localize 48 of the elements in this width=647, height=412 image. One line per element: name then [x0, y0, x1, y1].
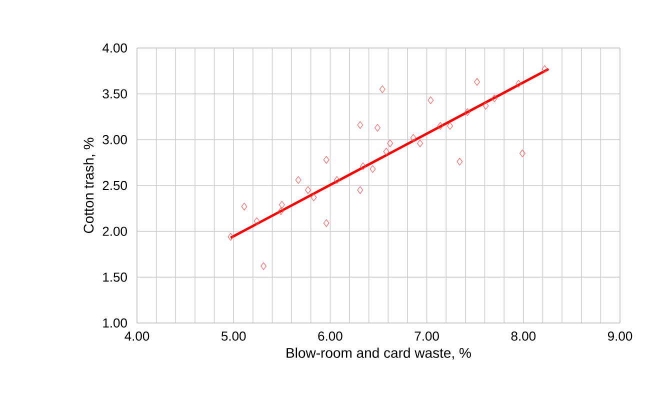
point — [474, 78, 480, 86]
point — [374, 124, 380, 132]
x-tick-label: 5.00 — [221, 332, 246, 341]
point — [491, 94, 498, 102]
point — [228, 233, 234, 241]
point — [387, 140, 394, 148]
point — [323, 219, 330, 227]
point — [379, 85, 386, 94]
y-tick-label: 3.00 — [102, 135, 127, 144]
y-tick-label: 4.00 — [102, 43, 127, 53]
point — [383, 148, 390, 156]
point — [357, 121, 364, 129]
point — [254, 217, 260, 226]
x-tick-label: 4.00 — [124, 332, 150, 341]
x-axis-title: Blow-room and card waste, % — [286, 348, 471, 360]
point — [417, 140, 423, 148]
x-tick-label: 8.00 — [511, 332, 536, 341]
point — [323, 156, 330, 164]
x-tick-label: 7.00 — [414, 332, 439, 341]
y-tick-label: 1.50 — [103, 272, 127, 282]
point — [410, 134, 416, 142]
point — [428, 96, 434, 104]
x-tick-label: 9.00 — [608, 332, 632, 341]
point — [295, 176, 302, 184]
point — [437, 122, 444, 130]
point — [516, 80, 522, 88]
y-tick-label: 2.50 — [102, 180, 127, 190]
point — [260, 262, 266, 270]
y-tick-label: 1.00 — [103, 318, 127, 328]
point — [360, 162, 366, 170]
point — [464, 108, 470, 116]
y-tick-label: 3.50 — [102, 89, 127, 98]
point — [278, 207, 284, 215]
point — [456, 158, 463, 166]
point — [447, 122, 453, 130]
y-tick-label: 2.00 — [102, 226, 127, 236]
point — [305, 186, 311, 194]
point — [310, 194, 317, 202]
point — [357, 186, 364, 194]
point — [370, 165, 376, 173]
point — [334, 176, 340, 184]
point — [241, 202, 248, 210]
y-axis-title: Cotton trash, % — [83, 138, 96, 234]
point — [542, 65, 548, 73]
point — [520, 150, 526, 158]
point — [278, 200, 285, 209]
point — [482, 102, 489, 110]
x-tick-label: 6.00 — [318, 332, 342, 341]
